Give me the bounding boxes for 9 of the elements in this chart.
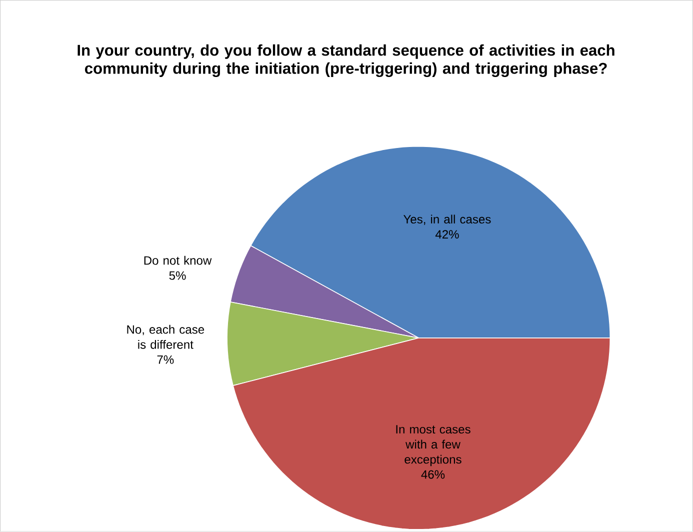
slice-label: No, each case is different: [127, 325, 204, 349]
chart-title: In your country, do you follow a standard sequence of activities in each community during the initiation (pre-triggering) and triggering phase?: [78, 44, 614, 78]
slice-label: In most cases with a few exceptions: [396, 425, 470, 466]
data-label: 46%: [421, 470, 445, 479]
data-label: 5%: [169, 271, 186, 280]
slice-label: Do not know: [144, 256, 212, 265]
data-label: 42%: [435, 230, 459, 239]
data-label: 7%: [157, 356, 174, 364]
slice-label: Yes, in all cases: [403, 214, 491, 226]
